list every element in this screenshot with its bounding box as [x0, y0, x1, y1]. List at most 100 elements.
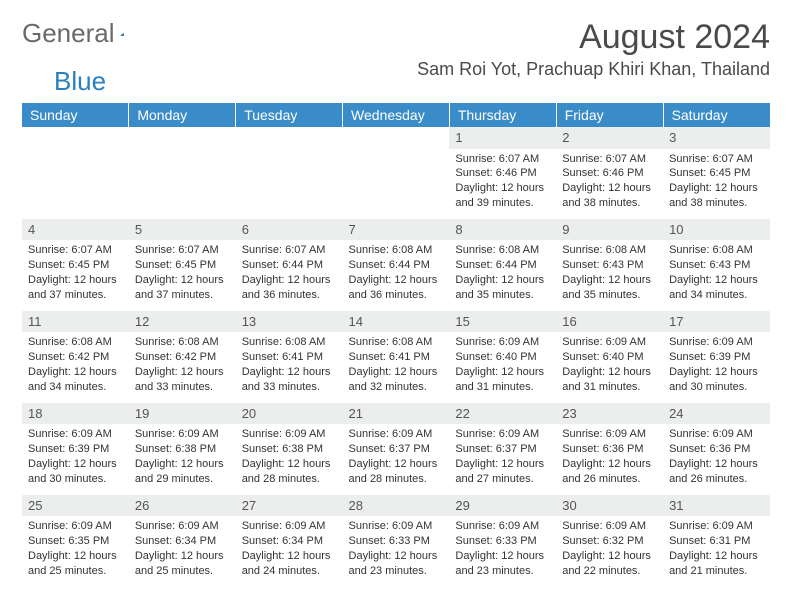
sunrise-label: Sunrise: [455, 153, 495, 165]
sunset-label: Sunset: [242, 535, 279, 547]
daylight-line: Daylight: 12 hours and 30 minutes. [28, 457, 123, 487]
sunrise-label: Sunrise: [455, 520, 495, 532]
calendar-cell: 21Sunrise: 6:09 AMSunset: 6:37 PMDayligh… [343, 403, 450, 495]
day-body: Sunrise: 6:09 AMSunset: 6:35 PMDaylight:… [22, 516, 129, 586]
day-body: Sunrise: 6:09 AMSunset: 6:31 PMDaylight:… [663, 516, 770, 586]
day-number: 5 [129, 219, 236, 241]
sunrise-label: Sunrise: [562, 153, 602, 165]
sunset-line: Sunset: 6:38 PM [135, 442, 230, 457]
day-body: Sunrise: 6:09 AMSunset: 6:33 PMDaylight:… [449, 516, 556, 586]
daylight-line: Daylight: 12 hours and 25 minutes. [135, 549, 230, 579]
sunrise-line: Sunrise: 6:08 AM [242, 335, 337, 350]
sunrise-value: 6:08 AM [392, 244, 432, 256]
sunset-value: 6:39 PM [68, 443, 109, 455]
calendar-week-row: 18Sunrise: 6:09 AMSunset: 6:39 PMDayligh… [22, 403, 770, 495]
sunset-line: Sunset: 6:44 PM [349, 258, 444, 273]
calendar-cell: 16Sunrise: 6:09 AMSunset: 6:40 PMDayligh… [556, 311, 663, 403]
day-number: 1 [449, 127, 556, 149]
day-number: 28 [343, 495, 450, 517]
daylight-line: Daylight: 12 hours and 36 minutes. [349, 273, 444, 303]
sunset-label: Sunset: [349, 351, 386, 363]
sunrise-label: Sunrise: [562, 428, 602, 440]
sunrise-line: Sunrise: 6:08 AM [349, 335, 444, 350]
day-number: 13 [236, 311, 343, 333]
sunrise-label: Sunrise: [455, 244, 495, 256]
calendar-cell: 18Sunrise: 6:09 AMSunset: 6:39 PMDayligh… [22, 403, 129, 495]
sunrise-line: Sunrise: 6:09 AM [28, 427, 123, 442]
sunset-label: Sunset: [455, 351, 492, 363]
sunset-value: 6:39 PM [709, 351, 750, 363]
calendar-week-row: 1Sunrise: 6:07 AMSunset: 6:46 PMDaylight… [22, 127, 770, 219]
calendar-cell: 2Sunrise: 6:07 AMSunset: 6:46 PMDaylight… [556, 127, 663, 219]
sunset-label: Sunset: [455, 167, 492, 179]
sunset-value: 6:37 PM [389, 443, 430, 455]
day-number: 23 [556, 403, 663, 425]
sunset-label: Sunset: [28, 351, 65, 363]
sunrise-label: Sunrise: [349, 428, 389, 440]
daylight-line: Daylight: 12 hours and 26 minutes. [669, 457, 764, 487]
calendar-cell: 7Sunrise: 6:08 AMSunset: 6:44 PMDaylight… [343, 219, 450, 311]
day-number: 14 [343, 311, 450, 333]
daylight-label: Daylight: [562, 458, 605, 470]
daylight-label: Daylight: [455, 458, 498, 470]
daylight-label: Daylight: [562, 182, 605, 194]
sunset-label: Sunset: [349, 259, 386, 271]
sunset-label: Sunset: [455, 443, 492, 455]
day-number: 10 [663, 219, 770, 241]
calendar-cell: 6Sunrise: 6:07 AMSunset: 6:44 PMDaylight… [236, 219, 343, 311]
weekday-header: Wednesday [343, 103, 450, 127]
sunset-line: Sunset: 6:31 PM [669, 534, 764, 549]
daylight-label: Daylight: [242, 366, 285, 378]
daylight-label: Daylight: [135, 458, 178, 470]
daylight-label: Daylight: [562, 274, 605, 286]
calendar-cell-empty [22, 127, 129, 219]
sunrise-value: 6:09 AM [499, 336, 539, 348]
day-body: Sunrise: 6:09 AMSunset: 6:34 PMDaylight:… [129, 516, 236, 586]
sunrise-label: Sunrise: [242, 336, 282, 348]
day-body: Sunrise: 6:09 AMSunset: 6:39 PM Daylight:… [22, 424, 129, 494]
sunset-line: Sunset: 6:36 PM [669, 442, 764, 457]
sunrise-label: Sunrise: [455, 428, 495, 440]
sunset-line: Sunset: 6:41 PM [349, 350, 444, 365]
sunset-value: 6:41 PM [282, 351, 323, 363]
daylight-line: Daylight: 12 hours and 25 minutes. [28, 549, 123, 579]
day-body: Sunrise: 6:07 AMSunset: 6:45 PMDaylight:… [663, 149, 770, 219]
logo-icon [120, 24, 124, 44]
calendar-cell-empty [236, 127, 343, 219]
day-number: 4 [22, 219, 129, 241]
calendar-cell: 15Sunrise: 6:09 AMSunset: 6:40 PMDayligh… [449, 311, 556, 403]
weekday-header: Thursday [449, 103, 556, 127]
sunset-label: Sunset: [28, 259, 65, 271]
daylight-label: Daylight: [242, 274, 285, 286]
sunset-value: 6:31 PM [709, 535, 750, 547]
calendar-cell-empty [343, 127, 450, 219]
sunrise-label: Sunrise: [669, 336, 709, 348]
sunrise-line: Sunrise: 6:07 AM [135, 243, 230, 258]
sunrise-value: 6:08 AM [71, 336, 111, 348]
sunset-value: 6:40 PM [603, 351, 644, 363]
calendar-cell: 31Sunrise: 6:09 AMSunset: 6:31 PMDayligh… [663, 495, 770, 587]
daylight-line: Daylight: 12 hours and 38 minutes. [669, 181, 764, 211]
sunrise-label: Sunrise: [28, 336, 68, 348]
day-body: Sunrise: 6:09 AMSunset: 6:40 PMDaylight:… [556, 332, 663, 402]
day-number: 25 [22, 495, 129, 517]
sunset-value: 6:35 PM [68, 535, 109, 547]
sunrise-value: 6:09 AM [285, 520, 325, 532]
day-body [236, 149, 343, 175]
day-number: 15 [449, 311, 556, 333]
sunset-line: Sunset: 6:43 PM [669, 258, 764, 273]
day-body: Sunrise: 6:08 AMSunset: 6:41 PMDaylight:… [236, 332, 343, 402]
sunset-value: 6:42 PM [68, 351, 109, 363]
daylight-label: Daylight: [242, 550, 285, 562]
sunset-label: Sunset: [562, 259, 599, 271]
sunset-value: 6:44 PM [496, 259, 537, 271]
sunset-value: 6:42 PM [175, 351, 216, 363]
sunrise-line: Sunrise: 6:09 AM [455, 427, 550, 442]
day-body: Sunrise: 6:09 AMSunset: 6:37 PMDaylight:… [449, 424, 556, 494]
day-body: Sunrise: 6:08 AMSunset: 6:44 PMDaylight:… [343, 240, 450, 310]
sunrise-line: Sunrise: 6:08 AM [28, 335, 123, 350]
day-body: Sunrise: 6:09 AMSunset: 6:40 PMDaylight:… [449, 332, 556, 402]
sunset-value: 6:34 PM [175, 535, 216, 547]
weekday-header: Monday [129, 103, 236, 127]
sunset-label: Sunset: [28, 443, 65, 455]
